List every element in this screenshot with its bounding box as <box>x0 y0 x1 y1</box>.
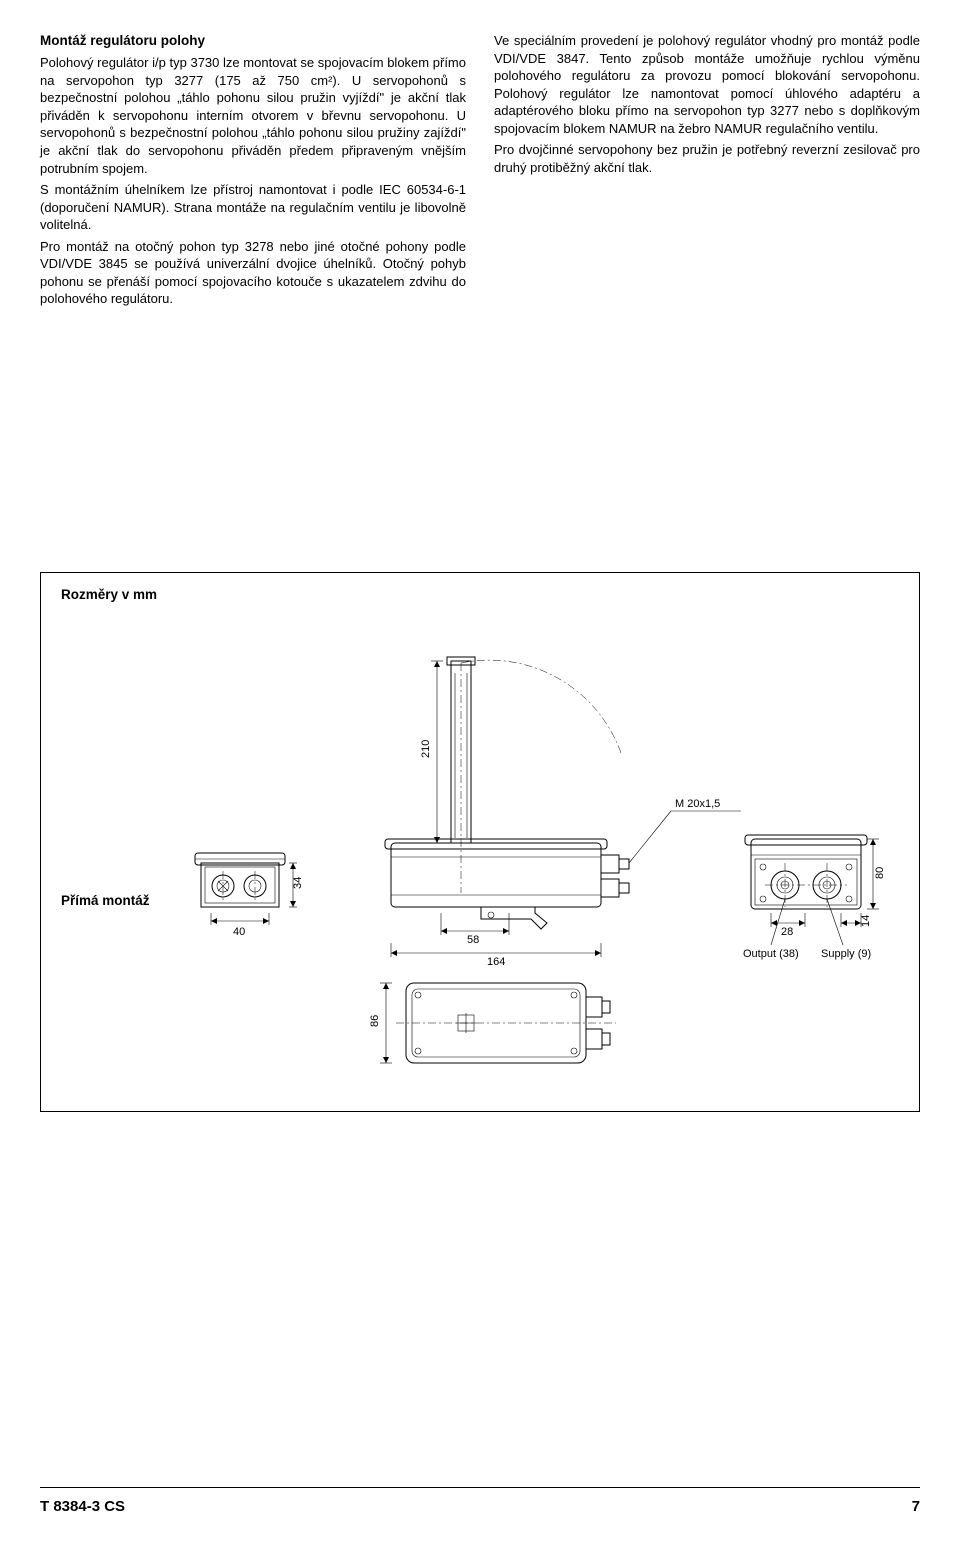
dim-80: 80 <box>874 867 886 879</box>
paragraph: Pro dvojčinné servopohony bez pružin je … <box>494 141 920 176</box>
left-column: Montáž regulátoru polohy Polohový regulá… <box>40 32 466 312</box>
doc-code: T 8384-3 CS <box>40 1498 125 1515</box>
mounting-label: Přímá montáž <box>61 893 150 908</box>
dim-58: 58 <box>467 934 479 946</box>
paragraph: Pro montáž na otočný pohon typ 3278 nebo… <box>40 238 466 308</box>
dim-34: 34 <box>292 877 304 889</box>
paragraph: Ve speciálním provedení je polohový regu… <box>494 32 920 137</box>
dim-28: 28 <box>781 926 793 938</box>
dim-210: 210 <box>420 740 432 758</box>
page-footer: T 8384-3 CS 7 <box>40 1487 920 1515</box>
paragraph: Polohový regulátor i/p typ 3730 lze mont… <box>40 54 466 177</box>
thread-label: M 20x1,5 <box>675 798 720 810</box>
technical-drawing: 34 40 <box>191 643 899 1091</box>
dim-164: 164 <box>487 956 505 968</box>
dim-14: 14 <box>860 915 872 927</box>
output-label: Output (38) <box>743 948 799 960</box>
paragraph: S montážním úhelníkem lze přístroj namon… <box>40 181 466 234</box>
right-column: Ve speciálním provedení je polohový regu… <box>494 32 920 312</box>
dim-40: 40 <box>233 926 245 938</box>
dim-86: 86 <box>369 1015 381 1027</box>
section-heading: Montáž regulátoru polohy <box>40 32 466 50</box>
page-number: 7 <box>912 1498 920 1515</box>
dimensions-title: Rozměry v mm <box>61 587 899 602</box>
supply-label: Supply (9) <box>821 948 871 960</box>
dimensions-panel: Rozměry v mm Přímá montáž <box>40 572 920 1112</box>
